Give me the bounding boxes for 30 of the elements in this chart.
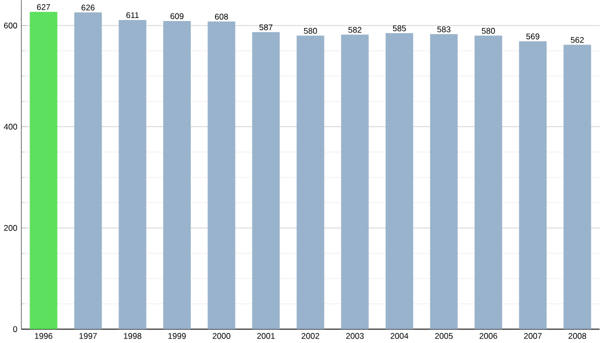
x-tick-label: 2004 bbox=[390, 333, 408, 340]
data-label: 580 bbox=[304, 28, 317, 34]
data-label: 611 bbox=[126, 12, 139, 18]
data-label: 627 bbox=[37, 4, 50, 10]
data-label: 608 bbox=[215, 14, 228, 20]
data-label: 582 bbox=[348, 27, 362, 33]
data-label: 583 bbox=[437, 26, 450, 32]
y-tick-label: 400 bbox=[4, 124, 18, 130]
data-label: 585 bbox=[392, 26, 406, 32]
x-tick-label: 1998 bbox=[124, 333, 142, 340]
data-label: 626 bbox=[82, 4, 95, 11]
x-tick-label: 2001 bbox=[257, 333, 275, 340]
x-tick-label: 2005 bbox=[435, 333, 453, 340]
x-tick-label: 2002 bbox=[302, 333, 320, 340]
y-tick-label: 0 bbox=[13, 326, 18, 332]
x-tick-label: 2008 bbox=[568, 333, 586, 340]
data-label: 587 bbox=[259, 24, 272, 30]
data-label: 569 bbox=[526, 34, 540, 40]
data-label: 562 bbox=[570, 37, 584, 44]
x-tick-label: 2007 bbox=[524, 333, 542, 340]
x-tick-label: 1999 bbox=[168, 333, 186, 340]
y-tick-label: 200 bbox=[4, 225, 18, 232]
y-tick-label: 600 bbox=[4, 22, 18, 29]
x-tick-label: 1996 bbox=[35, 333, 52, 340]
x-tick-label: 2000 bbox=[212, 333, 230, 340]
x-tick-label: 2003 bbox=[346, 333, 364, 340]
data-label: 580 bbox=[482, 28, 495, 34]
x-tick-label: 2006 bbox=[480, 333, 498, 340]
x-tick-label: 1997 bbox=[79, 333, 97, 340]
data-label: 609 bbox=[170, 13, 184, 20]
